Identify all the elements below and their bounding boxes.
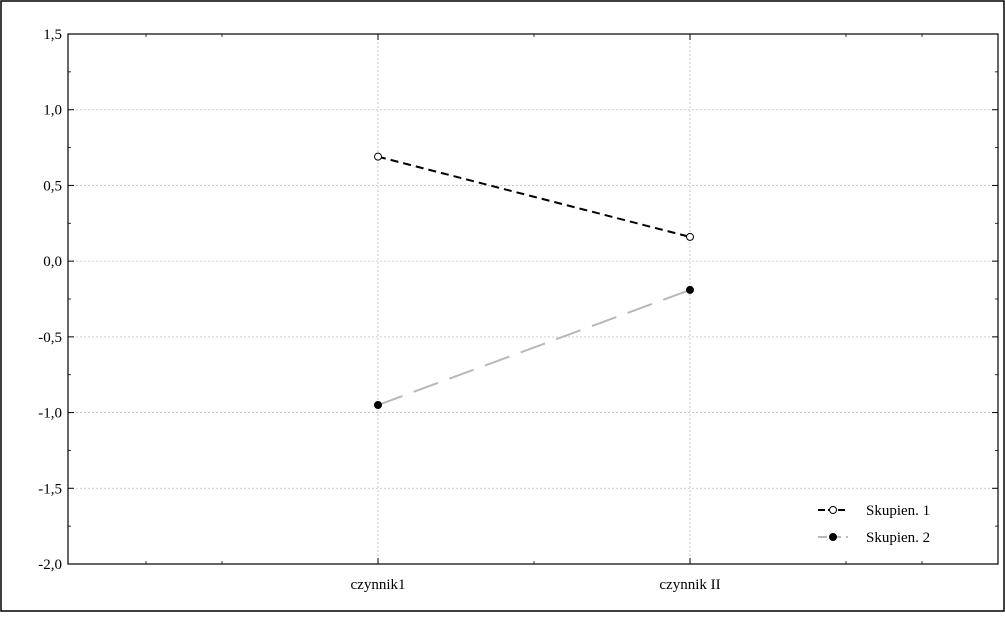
series-line-1 — [377, 155, 691, 238]
series-2-point — [374, 401, 382, 409]
series-2-point — [686, 285, 694, 294]
y-tick-label: -1,0 — [38, 406, 62, 422]
series-line-2 — [377, 288, 691, 406]
legend-marker-1 — [829, 506, 837, 514]
y-tick-label: 1,5 — [43, 27, 62, 43]
x-tick-label: czynnik II — [659, 577, 720, 593]
series-layer — [374, 152, 694, 409]
y-tick-label: 0,5 — [43, 178, 62, 194]
legend-label-2: Skupien. 2 — [866, 530, 930, 546]
y-tick-label: 1,0 — [43, 103, 62, 119]
legend-layer: Skupien. 1 Skupien. 2 — [818, 503, 930, 546]
grid-layer — [68, 34, 998, 564]
x-tick-label: czynnik1 — [351, 577, 406, 593]
tick-layer: 1,5 1,0 0,5 0,0 -0,5 -1,0 -1,5 -2,0 czynnik1 czyn… — [38, 27, 998, 593]
y-tick-label: -1,5 — [38, 481, 62, 497]
y-tick-label: -2,0 — [38, 557, 62, 573]
y-tick-label: -0,5 — [38, 330, 62, 346]
legend-marker-2 — [829, 533, 837, 541]
series-1-point — [374, 152, 382, 161]
y-tick-label: 0,0 — [43, 254, 62, 270]
legend-label-1: Skupien. 1 — [866, 503, 930, 519]
series-1-point — [686, 232, 694, 241]
